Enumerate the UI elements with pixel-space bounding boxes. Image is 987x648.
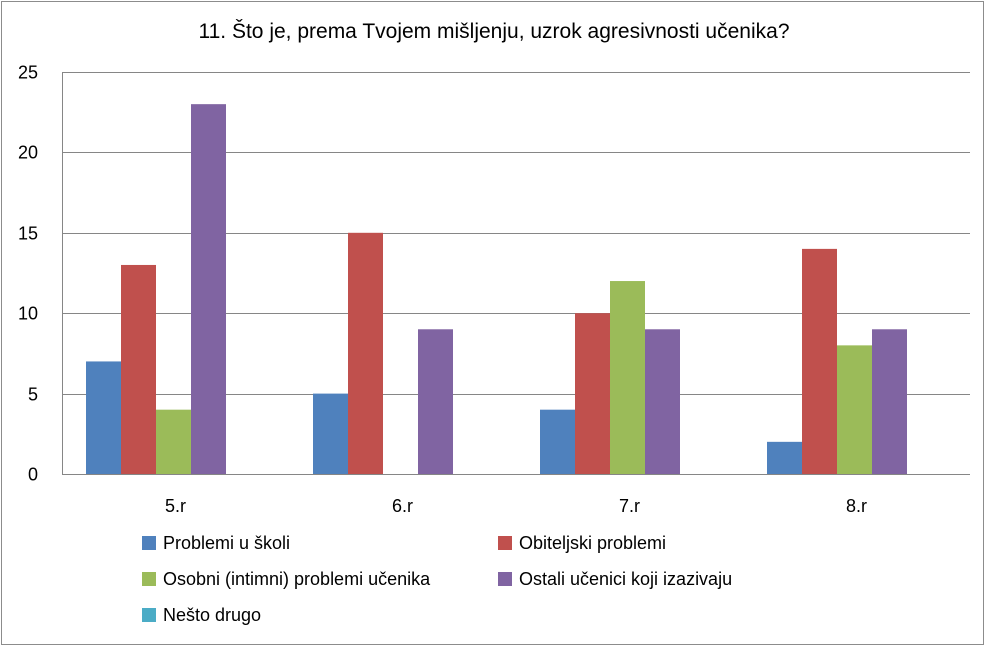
bar [418,329,453,474]
x-tick-label: 8.r [846,496,867,516]
bar [802,248,837,474]
legend-label: Obiteljski problemi [519,533,666,553]
x-tick-label: 5.r [165,496,186,516]
bar [767,441,802,474]
chart-title: 11. Što je, prema Tvojem mišljenju, uzro… [199,20,790,43]
bar [313,393,348,474]
x-axis-ticks: 5.r 6.r 7.r 8.r [165,496,867,516]
legend-swatch [498,572,512,586]
x-tick-label: 6.r [392,496,413,516]
y-tick-label: 15 [18,224,38,244]
legend-label: Ostali učenici koji izazivaju [519,569,732,589]
bar [837,345,872,474]
y-tick-label: 10 [18,304,38,324]
bar [575,313,610,474]
bar [191,104,226,474]
x-tick-label: 7.r [619,496,640,516]
bar [348,232,383,474]
bars [86,104,907,474]
legend-swatch [142,536,156,550]
legend-label: Problemi u školi [163,533,290,553]
bar [121,264,156,474]
y-tick-label: 20 [18,143,38,163]
bar [86,361,121,474]
bar [540,409,575,474]
legend-label: Osobni (intimni) problemi učenika [163,569,431,589]
legend-label: Nešto drugo [163,605,261,625]
bar [610,281,645,474]
y-tick-label: 0 [28,465,38,485]
bar [645,329,680,474]
legend-swatch [142,572,156,586]
bar [872,329,907,474]
legend: Problemi u školi Obiteljski problemi Osobn… [142,533,732,625]
y-tick-label: 5 [28,385,38,405]
legend-swatch [142,608,156,622]
bar [156,409,191,474]
legend-swatch [498,536,512,550]
y-axis-ticks: 0 5 10 15 20 25 [18,63,38,485]
y-tick-label: 25 [18,63,38,83]
